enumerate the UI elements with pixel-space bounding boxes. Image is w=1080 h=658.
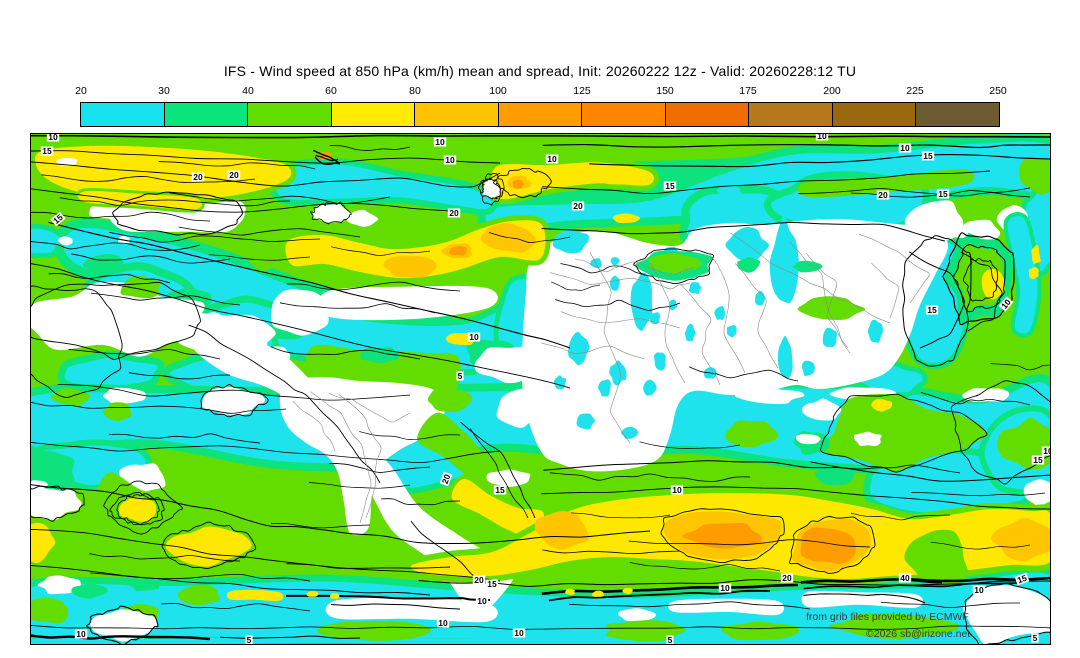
svg-text:20: 20: [474, 575, 484, 585]
svg-text:5: 5: [458, 371, 463, 381]
svg-text:20: 20: [782, 573, 792, 583]
svg-text:10: 10: [974, 585, 984, 595]
svg-text:15: 15: [938, 189, 948, 199]
svg-text:10: 10: [445, 155, 455, 165]
svg-text:20: 20: [193, 172, 203, 182]
svg-text:20: 20: [440, 473, 453, 486]
svg-text:15: 15: [495, 485, 505, 495]
svg-text:15: 15: [923, 151, 933, 161]
svg-text:10: 10: [469, 332, 479, 342]
svg-text:15: 15: [487, 579, 497, 589]
svg-text:15: 15: [1016, 573, 1029, 586]
svg-text:5: 5: [1033, 633, 1038, 643]
svg-text:10: 10: [817, 133, 827, 141]
svg-text:10: 10: [438, 618, 448, 628]
svg-text:10: 10: [435, 137, 445, 147]
svg-text:10: 10: [547, 154, 557, 164]
svg-text:15: 15: [927, 305, 937, 315]
svg-text:10: 10: [672, 485, 682, 495]
svg-text:10: 10: [48, 133, 58, 142]
svg-text:5: 5: [247, 635, 252, 645]
svg-text:5: 5: [668, 635, 673, 645]
svg-text:10: 10: [76, 629, 86, 639]
svg-text:10: 10: [720, 583, 730, 593]
svg-text:40: 40: [900, 573, 910, 583]
svg-text:20: 20: [229, 170, 239, 180]
svg-text:10: 10: [900, 143, 910, 153]
svg-text:15: 15: [42, 146, 52, 156]
svg-text:15: 15: [665, 181, 675, 191]
svg-text:20: 20: [573, 201, 583, 211]
svg-text:10: 10: [477, 596, 487, 606]
svg-text:20: 20: [449, 208, 459, 218]
svg-text:10: 10: [514, 628, 524, 638]
svg-text:15: 15: [1033, 455, 1043, 465]
svg-text:10: 10: [1043, 446, 1051, 456]
svg-text:20: 20: [878, 190, 888, 200]
